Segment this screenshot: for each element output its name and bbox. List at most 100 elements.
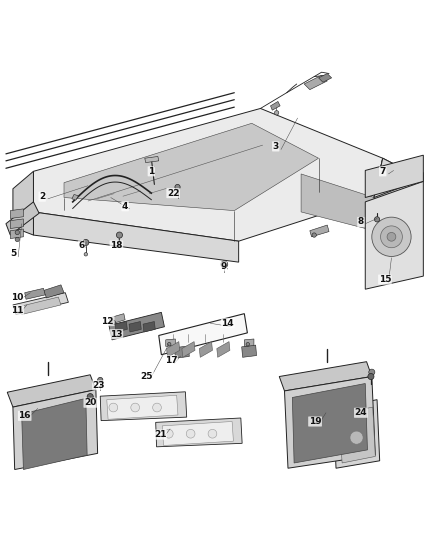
Polygon shape bbox=[279, 362, 372, 391]
Circle shape bbox=[111, 320, 116, 325]
Text: 20: 20 bbox=[84, 398, 96, 407]
Polygon shape bbox=[13, 293, 68, 314]
Polygon shape bbox=[365, 155, 424, 198]
Polygon shape bbox=[21, 398, 87, 470]
Polygon shape bbox=[318, 74, 332, 82]
Text: 17: 17 bbox=[165, 356, 177, 365]
Polygon shape bbox=[166, 342, 180, 357]
Polygon shape bbox=[271, 101, 280, 110]
Text: 13: 13 bbox=[110, 330, 123, 338]
Text: 19: 19 bbox=[309, 417, 321, 426]
Circle shape bbox=[350, 431, 363, 444]
Polygon shape bbox=[25, 288, 45, 299]
Text: 22: 22 bbox=[167, 189, 180, 198]
Circle shape bbox=[374, 217, 380, 222]
Polygon shape bbox=[13, 171, 33, 235]
Polygon shape bbox=[374, 158, 413, 231]
Polygon shape bbox=[19, 297, 61, 314]
Text: 11: 11 bbox=[11, 305, 24, 314]
Polygon shape bbox=[365, 181, 424, 289]
Polygon shape bbox=[11, 229, 23, 239]
Polygon shape bbox=[11, 219, 23, 229]
Text: 6: 6 bbox=[78, 241, 85, 250]
Circle shape bbox=[109, 403, 118, 412]
Polygon shape bbox=[143, 321, 155, 332]
Polygon shape bbox=[333, 400, 380, 468]
Circle shape bbox=[87, 393, 93, 400]
Polygon shape bbox=[13, 390, 98, 470]
Polygon shape bbox=[115, 321, 127, 332]
Polygon shape bbox=[33, 108, 383, 241]
Circle shape bbox=[117, 232, 123, 238]
Polygon shape bbox=[109, 312, 164, 340]
Circle shape bbox=[15, 230, 19, 235]
Polygon shape bbox=[162, 422, 233, 446]
Polygon shape bbox=[100, 392, 187, 421]
Text: 10: 10 bbox=[11, 293, 24, 302]
Circle shape bbox=[164, 430, 173, 438]
Polygon shape bbox=[301, 174, 374, 231]
Circle shape bbox=[381, 226, 403, 248]
Text: 4: 4 bbox=[122, 202, 128, 211]
Text: 16: 16 bbox=[18, 411, 31, 421]
Text: 15: 15 bbox=[379, 275, 391, 284]
Circle shape bbox=[208, 430, 217, 438]
Polygon shape bbox=[285, 376, 375, 468]
Polygon shape bbox=[310, 225, 329, 237]
Polygon shape bbox=[174, 346, 189, 358]
Circle shape bbox=[83, 239, 89, 246]
Circle shape bbox=[186, 430, 195, 438]
Text: 12: 12 bbox=[102, 317, 114, 326]
Text: 18: 18 bbox=[110, 241, 123, 250]
Polygon shape bbox=[155, 418, 242, 447]
Text: 25: 25 bbox=[141, 372, 153, 381]
Text: 24: 24 bbox=[355, 408, 367, 417]
Polygon shape bbox=[182, 342, 195, 357]
Polygon shape bbox=[6, 202, 39, 235]
Polygon shape bbox=[244, 339, 254, 346]
Circle shape bbox=[312, 233, 316, 237]
Circle shape bbox=[368, 374, 374, 379]
Circle shape bbox=[221, 261, 228, 268]
Text: 2: 2 bbox=[39, 192, 45, 201]
Text: 14: 14 bbox=[222, 319, 234, 328]
Polygon shape bbox=[64, 123, 318, 211]
Polygon shape bbox=[217, 342, 230, 357]
Circle shape bbox=[246, 343, 250, 346]
Polygon shape bbox=[11, 209, 23, 219]
Text: 8: 8 bbox=[358, 217, 364, 227]
Circle shape bbox=[15, 237, 19, 241]
Polygon shape bbox=[145, 157, 159, 163]
Circle shape bbox=[84, 253, 88, 256]
Text: 1: 1 bbox=[148, 167, 155, 176]
Text: 23: 23 bbox=[93, 381, 105, 390]
Circle shape bbox=[175, 184, 180, 190]
Polygon shape bbox=[159, 313, 247, 354]
Polygon shape bbox=[109, 313, 125, 324]
Polygon shape bbox=[242, 345, 257, 357]
Text: 9: 9 bbox=[220, 262, 226, 271]
Polygon shape bbox=[374, 158, 424, 198]
Circle shape bbox=[167, 343, 171, 346]
Text: 7: 7 bbox=[380, 167, 386, 176]
Polygon shape bbox=[292, 384, 367, 463]
Circle shape bbox=[387, 232, 396, 241]
Polygon shape bbox=[339, 407, 375, 463]
Text: 21: 21 bbox=[154, 430, 166, 439]
Polygon shape bbox=[72, 195, 78, 200]
Polygon shape bbox=[7, 375, 96, 407]
Circle shape bbox=[369, 369, 375, 375]
Circle shape bbox=[152, 403, 161, 412]
Text: 5: 5 bbox=[10, 249, 16, 258]
Polygon shape bbox=[166, 339, 175, 346]
Polygon shape bbox=[129, 321, 141, 332]
Circle shape bbox=[131, 403, 140, 412]
Text: 3: 3 bbox=[272, 142, 279, 151]
Polygon shape bbox=[199, 342, 212, 357]
Polygon shape bbox=[304, 75, 327, 90]
Circle shape bbox=[275, 111, 279, 115]
Circle shape bbox=[98, 377, 103, 383]
Polygon shape bbox=[107, 395, 178, 419]
Polygon shape bbox=[43, 285, 64, 298]
Polygon shape bbox=[33, 212, 239, 262]
